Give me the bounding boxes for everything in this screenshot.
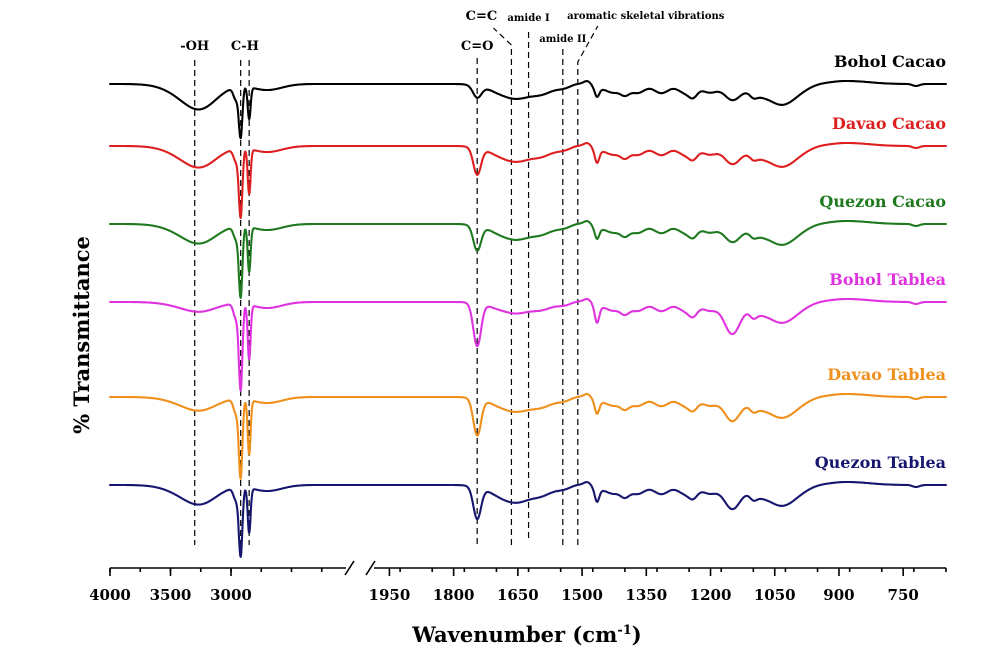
x-tick-label: 900 [823,586,854,604]
x-tick-label: 3000 [210,586,252,604]
series-label-1: Bohol Cacao [834,52,946,71]
band-label-oh: -OH [180,39,209,54]
band-label-cc: C=C [466,9,498,24]
y-axis-title: % Transmittance [69,236,94,434]
band-labels: -OH C-H C=O C=C amide I amide II aromatic skel… [180,9,725,54]
x-tick-label: 750 [888,586,919,604]
band-guide [493,27,513,545]
band-label-ch: C-H [231,39,259,54]
axis-break-mark [344,560,355,576]
band-label-amide-ii: amide II [539,34,586,45]
band-guide [577,25,599,545]
x-axis-title: Wavenumber (cm-1) [411,622,641,647]
series-line-3 [108,219,948,299]
series-label-3: Quezon Cacao [819,192,946,211]
band-label-amide-i: amide I [507,13,550,24]
band-label-co: C=O [461,39,494,54]
band-label-aromatic: aromatic skeletal vibrations [567,11,725,22]
x-tick-label: 1050 [754,586,796,604]
series-line-4 [108,297,948,392]
x-tick-label: 1800 [433,586,475,604]
series-line-6 [108,480,948,558]
x-tick-label: 1650 [497,586,539,604]
series-label-4: Bohol Tablea [829,270,946,289]
series-line-5 [108,392,948,480]
series-line-2 [108,141,948,220]
series-labels: Bohol Cacao Davao Cacao Quezon Cacao Bohol … [815,52,947,472]
x-tick-label: 1500 [561,586,603,604]
x-tick-label: 1950 [369,586,411,604]
x-tick-label: 3500 [150,586,192,604]
x-tick-label: 1350 [625,586,667,604]
spectra-curves [108,79,948,558]
axis-break-mark [365,560,376,576]
series-label-6: Quezon Tablea [815,453,946,472]
x-axis: 4000 3500 3000 1950 1800 1650 1500 1350 1200 1050… [89,560,947,604]
band-guide-lines [194,25,599,545]
series-label-5: Davao Tablea [827,365,946,384]
series-line-1 [108,79,948,140]
x-tick-label: 1200 [690,586,732,604]
series-label-2: Davao Cacao [832,114,946,133]
x-tick-label: 4000 [89,586,131,604]
